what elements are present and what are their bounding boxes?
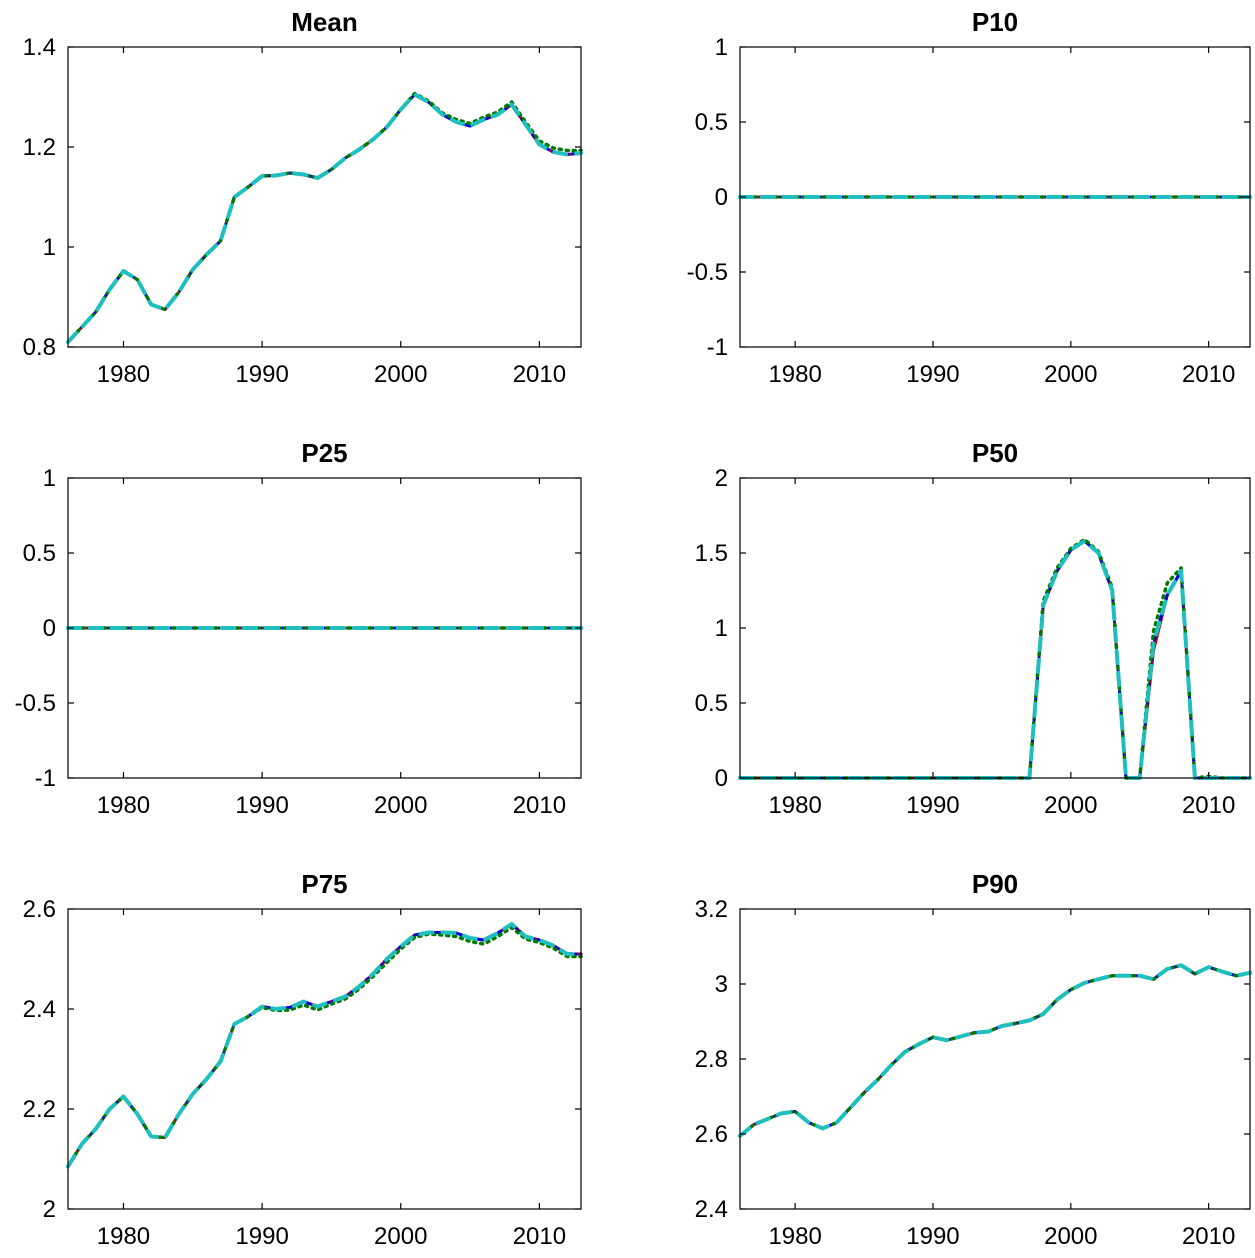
chart-title: P90 [972, 869, 1018, 899]
series-line-4 [66, 92, 583, 344]
y-tick-label: 1 [43, 465, 56, 492]
axes-box [67, 46, 582, 348]
chart-title: P50 [972, 438, 1018, 468]
y-tick-label: 3.2 [695, 896, 728, 923]
y-tick-label: 0.8 [23, 334, 56, 361]
series-line-4 [66, 922, 583, 1169]
x-tick-label: 1980 [768, 1223, 821, 1250]
y-tick-label: 2.8 [695, 1046, 728, 1073]
chart-title: Mean [291, 7, 357, 37]
y-tick-label: 2.2 [23, 1096, 56, 1123]
y-tick-label: 1.4 [23, 34, 56, 61]
y-tick-label: 2.6 [23, 896, 56, 923]
x-tick-label: 2000 [1044, 792, 1097, 819]
series-line-2 [66, 922, 583, 1168]
y-tick-label: 0 [715, 765, 728, 792]
y-tick-label: -1 [707, 334, 728, 361]
x-tick-label: 1980 [97, 361, 150, 388]
y-tick-label: 2.4 [695, 1196, 728, 1223]
x-tick-label: 1980 [97, 1223, 150, 1250]
series-line-3 [66, 91, 583, 344]
x-tick-label: 1990 [906, 1223, 959, 1250]
chart-panel-4: 1980 1990 2000 2010 0 0.5 1 1.5 2 P50 [695, 438, 1252, 819]
x-tick-label: 2000 [374, 792, 427, 819]
x-tick-label: 1990 [235, 361, 288, 388]
chart-panel-3: 1980 1990 2000 2010 -1 -0.5 0 0.5 1 P25 [15, 438, 583, 819]
chart-panel-1: 1980 1990 2000 2010 0.8 1 1.2 1.4 Mean [23, 7, 583, 388]
x-tick-label: 1990 [906, 361, 959, 388]
x-tick-label: 2010 [513, 792, 566, 819]
series-line-3 [738, 537, 1252, 780]
x-tick-label: 2010 [1182, 1223, 1235, 1250]
chart-panel-6: 1980 1990 2000 2010 2.4 2.6 2.8 3 3.2 P90 [695, 869, 1252, 1250]
y-tick-label: 2.4 [23, 996, 56, 1023]
x-tick-label: 1990 [906, 792, 959, 819]
axes-box [739, 477, 1251, 779]
y-tick-label: 2 [715, 465, 728, 492]
series-line-1 [66, 93, 583, 344]
y-tick-label: 0.5 [695, 109, 728, 136]
y-tick-label: 0 [715, 184, 728, 211]
series-line-2 [66, 93, 583, 344]
x-tick-label: 1990 [235, 1223, 288, 1250]
x-tick-label: 2000 [1044, 361, 1097, 388]
chart-title: P10 [972, 7, 1018, 37]
axes-box [739, 908, 1251, 1210]
x-tick-label: 1980 [768, 792, 821, 819]
y-tick-label: 1.5 [695, 540, 728, 567]
chart-panel-2: 1980 1990 2000 2010 -1 -0.5 0 0.5 1 P10 [687, 7, 1252, 388]
series-line-3 [66, 925, 583, 1169]
chart-panel-5: 1980 1990 2000 2010 2 2.2 2.4 2.6 P75 [23, 869, 583, 1250]
x-tick-label: 2010 [1182, 792, 1235, 819]
x-tick-label: 1980 [768, 361, 821, 388]
x-tick-label: 1990 [235, 792, 288, 819]
series-line-1 [738, 963, 1252, 1138]
x-tick-label: 2010 [1182, 361, 1235, 388]
x-tick-label: 2010 [513, 1223, 566, 1250]
series-line-4 [738, 963, 1252, 1138]
y-tick-label: 1 [715, 615, 728, 642]
x-tick-label: 2000 [374, 1223, 427, 1250]
x-tick-label: 2000 [1044, 1223, 1097, 1250]
y-tick-label: 0.5 [23, 540, 56, 567]
y-tick-label: 2 [43, 1196, 56, 1223]
chart-title: P25 [301, 438, 347, 468]
y-tick-label: -0.5 [15, 690, 56, 717]
y-tick-label: 0 [43, 615, 56, 642]
chart-title: P75 [301, 869, 347, 899]
series-line-3 [738, 963, 1252, 1138]
x-tick-label: 1980 [97, 792, 150, 819]
y-tick-label: 1 [43, 234, 56, 261]
series-line-1 [66, 922, 583, 1168]
y-tick-label: -0.5 [687, 259, 728, 286]
axes-box [67, 908, 582, 1210]
y-tick-label: 1.2 [23, 134, 56, 161]
y-tick-label: 2.6 [695, 1121, 728, 1148]
y-tick-label: -1 [35, 765, 56, 792]
y-tick-label: 0.5 [695, 690, 728, 717]
x-tick-label: 2000 [374, 361, 427, 388]
y-tick-label: 1 [715, 34, 728, 61]
y-tick-label: 3 [715, 971, 728, 998]
x-tick-label: 2010 [513, 361, 566, 388]
series-line-2 [738, 963, 1252, 1138]
